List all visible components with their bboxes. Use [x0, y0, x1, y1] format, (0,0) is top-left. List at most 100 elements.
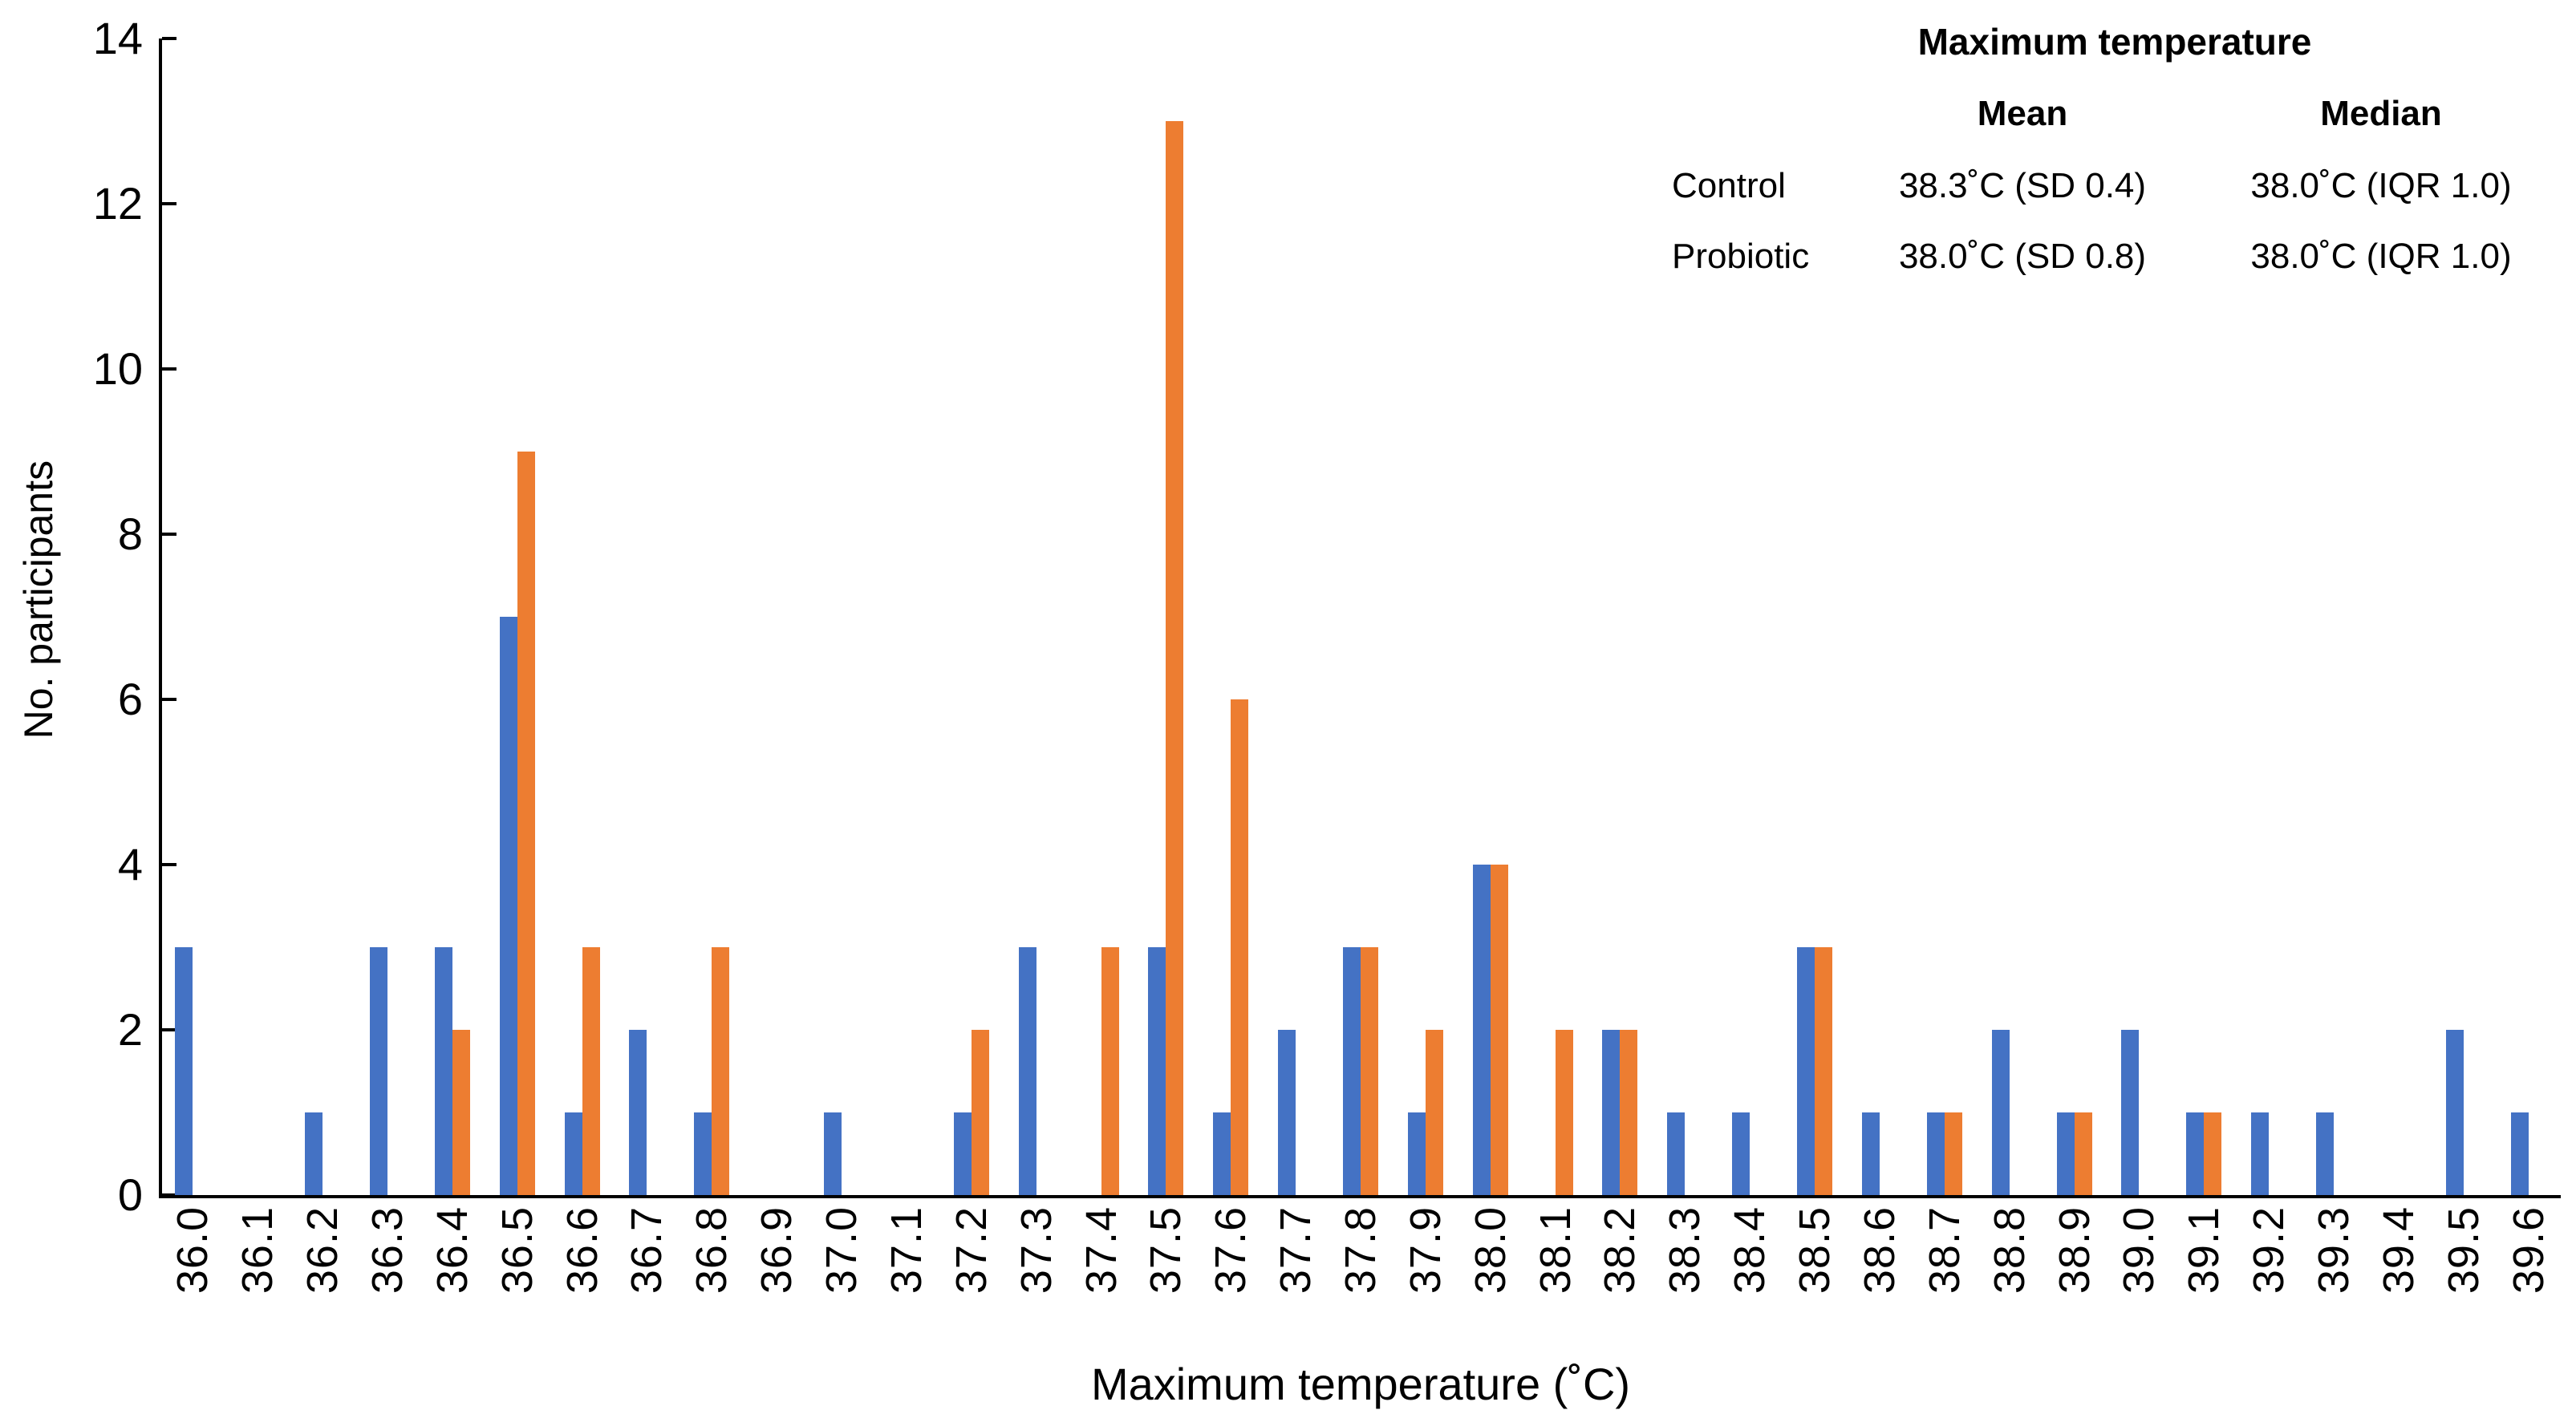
x-tick-label: 38.3	[1661, 1206, 1710, 1295]
bar-control-37.5	[1148, 947, 1166, 1195]
y-tick-label: 10	[92, 343, 143, 394]
x-tick-label: 36.4	[428, 1206, 477, 1295]
stats-row-label-control: Control	[1672, 166, 1786, 205]
bar-probiotic-38.2	[1620, 1030, 1638, 1195]
bar-control-39.6	[2510, 1112, 2529, 1195]
bar-probiotic-37.9	[1425, 1030, 1443, 1195]
x-tick-label: 37.9	[1401, 1206, 1450, 1295]
bar-probiotic-36.8	[712, 947, 730, 1195]
bar-control-37.6	[1213, 1112, 1231, 1195]
bar-probiotic-38.0	[1490, 865, 1508, 1195]
bar-probiotic-36.4	[452, 1030, 470, 1195]
bar-probiotic-36.6	[582, 947, 600, 1195]
x-tick-label: 37.1	[882, 1206, 931, 1295]
bar-probiotic-36.5	[517, 452, 535, 1195]
bar-control-37.2	[953, 1112, 972, 1195]
x-tick-label: 38.6	[1855, 1206, 1904, 1295]
x-tick-label: 37.3	[1012, 1206, 1061, 1295]
bar-control-36.8	[694, 1112, 712, 1195]
bar-probiotic-37.6	[1231, 699, 1249, 1195]
bar-control-36.2	[305, 1112, 323, 1195]
bar-control-38.5	[1797, 947, 1815, 1195]
bar-control-36.0	[175, 947, 193, 1195]
x-axis-title: Maximum temperature (˚C)	[1090, 1359, 1631, 1409]
bar-control-38.7	[1926, 1112, 1945, 1195]
bar-control-36.5	[499, 617, 517, 1195]
y-tick-label: 12	[92, 178, 143, 229]
x-tick-label: 38.8	[1985, 1206, 2034, 1295]
bar-control-37.7	[1278, 1030, 1296, 1195]
x-tick-label: 36.6	[558, 1206, 606, 1295]
stats-col-header-median: Median	[2320, 94, 2442, 133]
bar-control-36.7	[629, 1030, 647, 1195]
x-tick-label: 36.5	[493, 1206, 542, 1295]
bar-control-38.6	[1861, 1112, 1880, 1195]
bar-control-38.3	[1667, 1112, 1686, 1195]
bar-control-39.3	[2315, 1112, 2334, 1195]
x-tick-label: 37.7	[1272, 1206, 1320, 1295]
y-tick-mark	[162, 698, 176, 701]
x-tick-label: 39.6	[2504, 1206, 2553, 1295]
y-tick-label: 2	[117, 1004, 143, 1055]
x-tick-label: 36.1	[233, 1206, 282, 1295]
y-tick-mark	[162, 202, 176, 205]
bar-control-36.6	[564, 1112, 582, 1195]
x-tick-label: 39.2	[2245, 1206, 2294, 1295]
bar-control-37.8	[1343, 947, 1361, 1195]
x-tick-label: 37.4	[1077, 1206, 1126, 1295]
bar-control-39.5	[2445, 1030, 2464, 1195]
stats-probiotic-mean: 38.0˚C (SD 0.8)	[1898, 237, 2147, 276]
stats-col-header-mean: Mean	[1977, 94, 2068, 133]
x-tick-label: 37.5	[1142, 1206, 1191, 1295]
bar-control-36.3	[370, 947, 388, 1195]
bar-control-39.1	[2186, 1112, 2205, 1195]
x-tick-label: 38.5	[1791, 1206, 1840, 1295]
y-tick-label: 8	[117, 508, 143, 559]
x-tick-label: 39.1	[2180, 1206, 2229, 1295]
bar-control-39.0	[2121, 1030, 2140, 1195]
bar-control-39.2	[2251, 1112, 2270, 1195]
bar-control-37.0	[824, 1112, 842, 1195]
x-tick-label: 38.7	[1920, 1206, 1969, 1295]
x-tick-label: 39.5	[2439, 1206, 2488, 1295]
bar-control-38.8	[1991, 1030, 2010, 1195]
y-axis-line	[159, 38, 162, 1198]
bar-control-37.9	[1407, 1112, 1426, 1195]
x-axis-line	[159, 1195, 2561, 1198]
y-tick-mark	[162, 863, 176, 866]
stats-control-median: 38.0˚C (IQR 1.0)	[2250, 166, 2512, 205]
stats-probiotic-median: 38.0˚C (IQR 1.0)	[2250, 237, 2512, 276]
x-tick-label: 36.8	[688, 1206, 736, 1295]
x-tick-label: 37.8	[1337, 1206, 1385, 1295]
bar-probiotic-38.9	[2074, 1112, 2092, 1195]
bar-probiotic-39.1	[2204, 1112, 2222, 1195]
bar-control-38.0	[1472, 865, 1491, 1195]
x-tick-label: 38.4	[1726, 1206, 1775, 1295]
bar-control-38.2	[1602, 1030, 1621, 1195]
bar-control-37.3	[1018, 947, 1036, 1195]
y-tick-label: 4	[117, 839, 143, 889]
x-tick-label: 36.9	[753, 1206, 801, 1295]
x-tick-label: 36.7	[623, 1206, 671, 1295]
bar-probiotic-38.5	[1815, 947, 1833, 1195]
bar-probiotic-37.8	[1361, 947, 1378, 1195]
x-tick-label: 36.2	[298, 1206, 347, 1295]
y-tick-label: 14	[92, 13, 143, 63]
x-tick-label: 36.0	[168, 1206, 217, 1295]
stats-table-title: Maximum temperature	[1917, 21, 2312, 63]
y-tick-mark	[162, 37, 176, 40]
stats-row-label-probiotic: Probiotic	[1672, 237, 1810, 276]
y-tick-mark	[162, 367, 176, 371]
bar-control-38.4	[1732, 1112, 1750, 1195]
x-tick-label: 38.0	[1466, 1206, 1515, 1295]
x-tick-label: 39.3	[2309, 1206, 2358, 1295]
x-tick-label: 39.0	[2115, 1206, 2164, 1295]
stats-table: Maximum temperature Mean Median Control …	[1669, 6, 2561, 292]
bar-control-38.9	[2056, 1112, 2075, 1195]
x-tick-label: 38.1	[1531, 1206, 1580, 1295]
bar-probiotic-38.1	[1555, 1030, 1573, 1195]
bar-probiotic-37.2	[971, 1030, 989, 1195]
x-tick-label: 36.3	[363, 1206, 412, 1295]
y-tick-mark	[162, 1028, 176, 1031]
